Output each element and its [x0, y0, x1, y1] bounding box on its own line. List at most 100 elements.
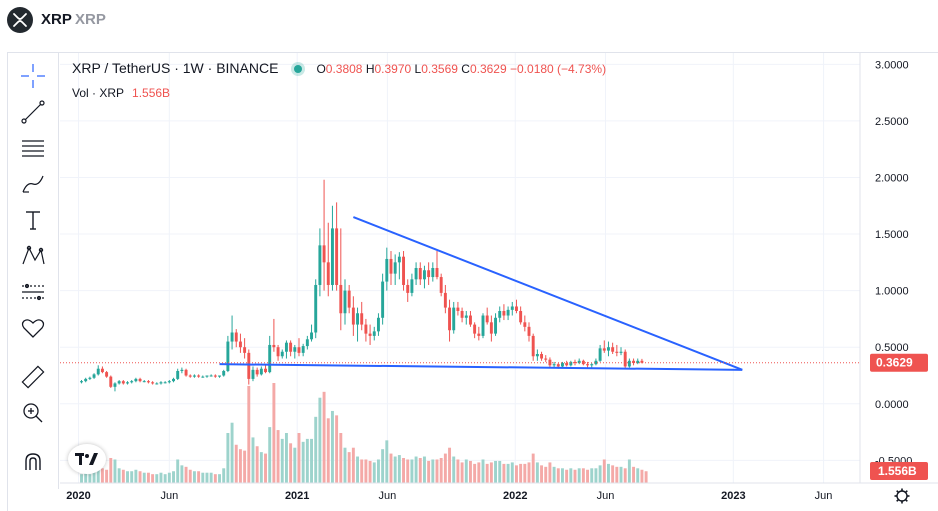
candle-body — [305, 339, 309, 347]
volume-bar — [627, 459, 631, 483]
gear-tooth — [904, 498, 908, 502]
candle-body — [640, 360, 644, 363]
chart-frame — [7, 52, 938, 511]
fib-retracement-icon[interactable] — [19, 134, 47, 162]
volume-bar — [146, 472, 150, 483]
candle-body — [80, 381, 83, 383]
candle-body — [213, 375, 217, 377]
open-label: O — [316, 62, 326, 76]
candle-body — [602, 348, 606, 351]
volume-bar — [247, 385, 251, 483]
ohlc-values: O0.3808 H0.3970 L0.3569 C0.3629 −0.0180 … — [316, 62, 606, 76]
volume-bar — [272, 383, 276, 483]
crosshair-icon[interactable] — [19, 62, 47, 90]
zoom-in-icon[interactable] — [19, 399, 47, 427]
y-tick-label: 0.5000 — [875, 342, 909, 354]
volume-bar — [632, 466, 636, 483]
candle-body — [473, 324, 477, 334]
candle-body — [561, 363, 564, 367]
candle-body — [577, 360, 581, 364]
candle-body — [627, 360, 631, 367]
volume-bar — [180, 465, 184, 483]
volume-bar — [393, 456, 397, 483]
trend-line[interactable] — [352, 216, 743, 371]
volume-label[interactable]: Vol · XRP — [72, 86, 125, 100]
symbol-name[interactable]: XRP — [41, 11, 72, 28]
volume-bar — [192, 471, 196, 483]
volume-bar — [548, 462, 552, 483]
legend-title[interactable]: XRP / TetherUS · 1W · BINANCE — [72, 60, 279, 76]
low-label: L — [414, 62, 422, 76]
candle-body — [414, 268, 418, 280]
volume-bar — [343, 447, 347, 483]
volume-bar — [205, 472, 209, 483]
candle-body — [209, 375, 213, 377]
candle-body — [293, 347, 297, 352]
volume-bar — [100, 468, 104, 483]
volume-bar — [163, 474, 167, 483]
volume-bar — [197, 471, 201, 483]
chart-area[interactable]: 3.0000 2.5000 2.0000 1.5000 1.0000 0.5000 0.00… — [60, 53, 938, 511]
volume-bar — [406, 459, 410, 483]
magnet-icon[interactable] — [19, 448, 47, 476]
gear-tooth — [904, 490, 908, 494]
candle-body — [117, 381, 121, 384]
candle-body — [356, 313, 359, 325]
heart-icon[interactable] — [19, 314, 47, 342]
y-tick-label: 2.5000 — [875, 116, 909, 128]
price-chart[interactable]: 3.0000 2.5000 2.0000 1.5000 1.0000 0.5000 0.00… — [60, 53, 938, 511]
volume-bar — [372, 462, 376, 483]
candle-body — [264, 368, 267, 373]
volume-bar — [234, 444, 238, 483]
candle-body — [376, 317, 380, 332]
candle-body — [389, 258, 393, 274]
volume-bar — [364, 459, 368, 483]
volume-bar — [435, 459, 439, 483]
candle-body — [151, 382, 155, 384]
text-icon[interactable] — [19, 206, 47, 234]
volume-bar — [138, 471, 142, 483]
candle-body — [289, 342, 293, 352]
open-value: 0.3808 — [325, 62, 363, 76]
volume-bar — [280, 438, 284, 483]
candle-body — [569, 361, 573, 366]
candle-body — [326, 262, 330, 285]
candle-body — [284, 342, 288, 352]
settings-gear-icon[interactable] — [894, 488, 910, 504]
volume-bar — [213, 474, 217, 483]
volume-bar — [226, 433, 230, 483]
candle-body — [393, 262, 397, 274]
candle-body — [335, 228, 339, 285]
x-tick-label: Jun — [160, 490, 178, 502]
prediction-icon[interactable] — [19, 278, 47, 306]
volume-bar — [289, 443, 293, 483]
trend-line[interactable] — [219, 363, 743, 371]
volume-bar — [535, 462, 539, 483]
candle-body — [477, 333, 481, 336]
y-tick-label: 2.0000 — [875, 172, 909, 184]
candle-body — [452, 307, 456, 331]
volume-bar — [519, 463, 523, 483]
candle-body — [368, 333, 372, 336]
pattern-icon[interactable] — [19, 242, 47, 270]
volume-bar — [330, 410, 334, 483]
ruler-icon[interactable] — [19, 363, 47, 391]
brush-icon[interactable] — [19, 170, 47, 198]
volume-bar — [335, 415, 339, 483]
volume-bar — [276, 430, 280, 483]
candle-body — [130, 381, 134, 383]
candle-body — [364, 324, 368, 334]
volume-bar — [84, 472, 88, 483]
candle-body — [406, 284, 410, 293]
volume-bar — [80, 474, 83, 483]
tradingview-logo[interactable] — [68, 444, 106, 474]
volume-bar — [540, 465, 544, 483]
trend-line-icon[interactable] — [19, 98, 47, 126]
volume-bar — [301, 441, 305, 483]
candle-body — [443, 292, 447, 308]
volume-bar — [176, 459, 180, 483]
volume-bar — [586, 469, 590, 483]
volume-bar — [155, 474, 159, 483]
gear-tooth — [896, 490, 900, 494]
volume-bar — [318, 397, 322, 483]
